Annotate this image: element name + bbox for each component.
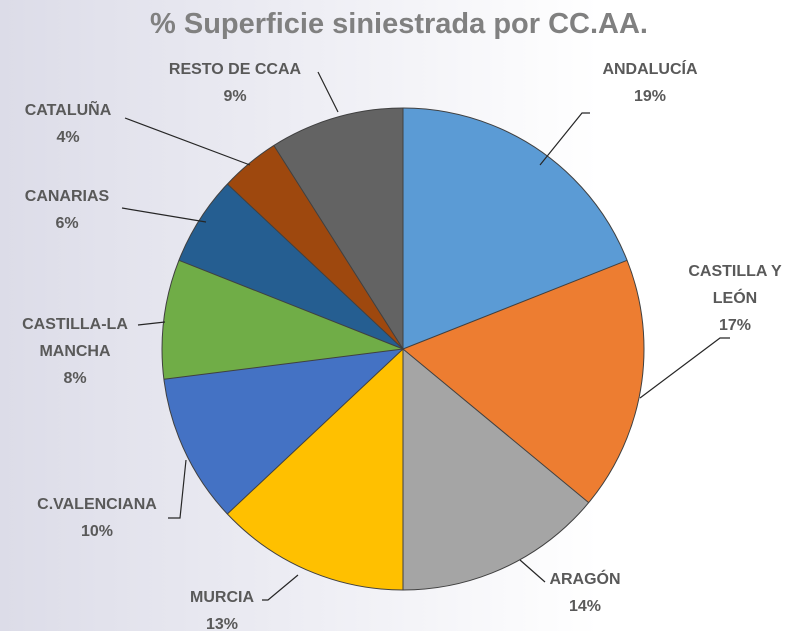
category-label: RESTO DE CCAA [168, 61, 302, 78]
leader-line [539, 112, 590, 166]
category-label: ARAGÓN [549, 571, 621, 588]
value-label: 13% [205, 616, 239, 633]
slice-border [163, 348, 404, 380]
leader-line [168, 459, 187, 519]
category-label: ANDALUCÍA [602, 61, 698, 78]
leader-line [121, 207, 207, 223]
pie-slice [273, 108, 403, 349]
value-label: 8% [63, 370, 87, 387]
value-label: 14% [568, 598, 602, 615]
pie-slice [178, 184, 403, 349]
data-label: RESTO DE CCAA 9% [150, 56, 320, 110]
value-label: 6% [55, 215, 79, 232]
data-label: CANARIAS 6% [7, 183, 127, 237]
data-label: CASTILLA Y LEÓN 17% [680, 258, 790, 339]
slice-border [178, 259, 404, 350]
value-label: 19% [633, 88, 667, 105]
category-label: CATALUÑA [24, 102, 112, 119]
slice-border [226, 348, 404, 515]
pie-slice [403, 108, 628, 349]
data-label: CASTILLA-LA MANCHA 8% [18, 311, 133, 392]
data-label: C.VALENCIANA 10% [17, 491, 177, 545]
chart-title: % Superficie siniestrada por CC.AA. [150, 8, 648, 40]
category-label: MURCIA [190, 589, 254, 606]
pie-slice [227, 145, 403, 349]
pie-slice [162, 260, 403, 380]
slice-border [273, 145, 404, 350]
leader-line [639, 337, 730, 399]
slice-border [402, 348, 590, 504]
pie-slice [403, 349, 589, 590]
data-label: ARAGÓN 14% [525, 566, 645, 620]
category-label: CANARIAS [24, 188, 110, 205]
slice-border [402, 259, 628, 350]
pie-slice [163, 349, 403, 514]
category-label: CASTILLA Y LEÓN [688, 263, 782, 307]
slice-border [226, 183, 404, 350]
leader-line [262, 574, 299, 601]
pie-slice [227, 349, 403, 590]
leader-line [124, 117, 251, 166]
value-label: 9% [223, 88, 247, 105]
value-label: 17% [718, 317, 752, 334]
leader-line [317, 71, 339, 113]
leader-line [519, 559, 546, 583]
leader-line [137, 321, 166, 326]
category-label: CASTILLA-LA MANCHA [22, 316, 128, 360]
data-label: CATALUÑA 4% [8, 97, 128, 151]
category-label: C.VALENCIANA [37, 496, 157, 513]
pie-slice [403, 260, 644, 503]
data-label: ANDALUCÍA 19% [585, 56, 715, 110]
value-label: 10% [80, 523, 114, 540]
data-label: MURCIA 13% [162, 584, 282, 638]
value-label: 4% [56, 129, 80, 146]
